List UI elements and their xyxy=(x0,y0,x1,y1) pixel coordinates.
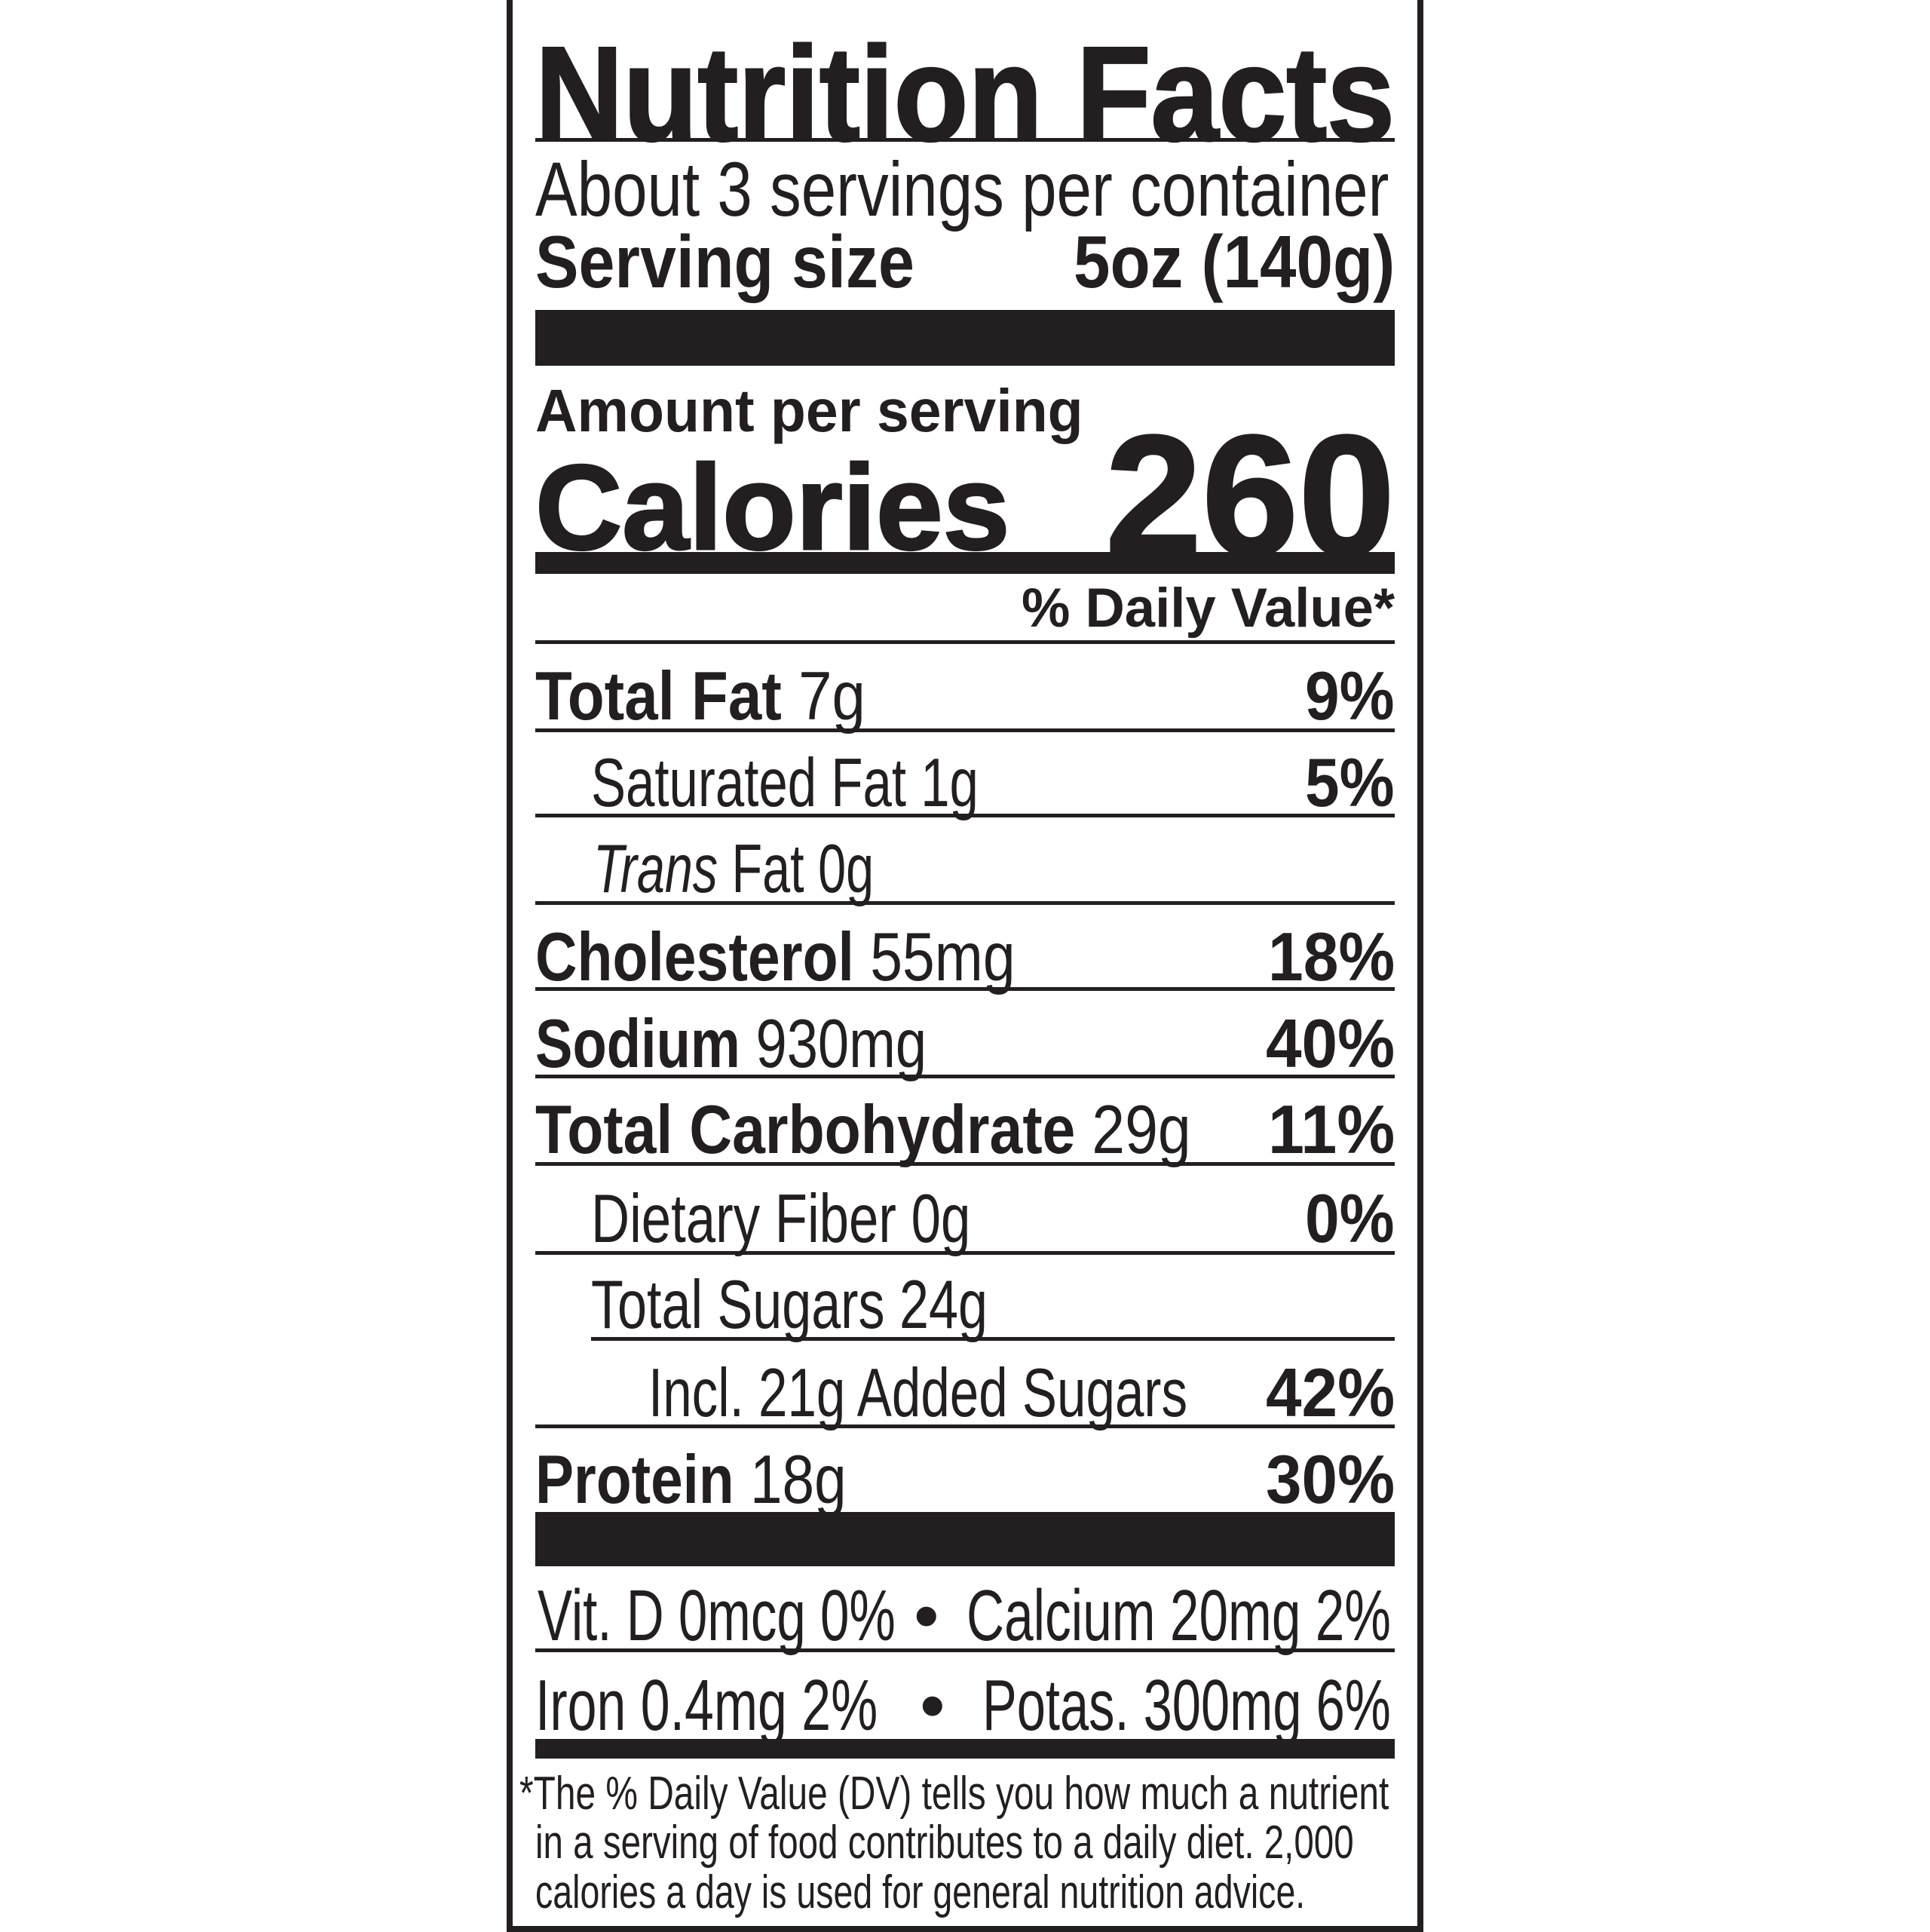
nutrient-amount: 0g xyxy=(818,831,875,907)
divider xyxy=(535,901,1395,905)
nutrient-name: Trans xyxy=(593,831,718,907)
nutrient-name: Total Fat xyxy=(535,658,782,734)
divider xyxy=(535,814,1395,817)
nutrient-total-carbohydrate: Total Carbohydrate 29g xyxy=(535,1096,1191,1164)
vitamin-d: Vit. D 0mcg 0% xyxy=(538,1575,896,1656)
nutrient-amount: 18g xyxy=(749,1442,847,1518)
potassium: Potas. 300mg 6% xyxy=(982,1665,1391,1746)
nutrition-label-border xyxy=(507,0,1423,1932)
nutrient-trans-fat: Trans Fat 0g xyxy=(593,835,874,903)
separator-bullet: • xyxy=(920,1665,945,1746)
divider xyxy=(535,1648,1395,1652)
nutrient-name: Total Sugars xyxy=(591,1267,885,1343)
thick-divider xyxy=(535,1512,1395,1566)
dv-sodium: 40% xyxy=(1265,1006,1395,1082)
separator-bullet: • xyxy=(914,1575,939,1656)
medium-divider xyxy=(535,1739,1395,1759)
divider xyxy=(535,1424,1395,1428)
dv-total-carbohydrate: 11% xyxy=(1267,1092,1395,1168)
footnote-line-1: *The % Daily Value (DV) tells you how mu… xyxy=(519,1768,1389,1820)
dv-cholesterol: 18% xyxy=(1267,919,1395,995)
title-divider xyxy=(535,138,1395,142)
divider xyxy=(535,987,1395,991)
nutrient-total-fat: Total Fat 7g xyxy=(535,662,865,731)
nutrient-total-sugars: Total Sugars 24g xyxy=(591,1271,988,1339)
nutrient-name-suffix: Fat xyxy=(731,831,804,907)
dv-saturated-fat: 5% xyxy=(1305,745,1395,821)
nutrient-amount: 24g xyxy=(899,1267,988,1343)
footnote-line-3: calories a day is used for general nutri… xyxy=(535,1866,1306,1918)
dv-total-fat: 9% xyxy=(1305,658,1395,734)
divider xyxy=(535,1075,1395,1078)
nutrient-sodium: Sodium 930mg xyxy=(535,1010,927,1078)
servings-per-container: About 3 servings per container xyxy=(535,146,1389,232)
nutrient-dietary-fiber: Dietary Fiber 0g xyxy=(591,1185,970,1253)
medium-divider xyxy=(535,552,1395,574)
dv-added-sugars: 42% xyxy=(1265,1355,1395,1431)
nutrient-amount: 1g xyxy=(921,745,979,821)
nutrient-name: Sodium xyxy=(535,1006,740,1082)
nutrient-name: Total Carbohydrate xyxy=(535,1092,1076,1168)
nutrient-name: Saturated Fat xyxy=(591,745,907,821)
calcium: Calcium 20mg 2% xyxy=(967,1575,1391,1656)
nutrient-name: Dietary Fiber xyxy=(591,1181,896,1257)
divider xyxy=(535,1251,1395,1255)
serving-size-value: 5oz (140g) xyxy=(1073,220,1395,303)
nutrient-cholesterol: Cholesterol 55mg xyxy=(535,923,1016,992)
nutrient-saturated-fat: Saturated Fat 1g xyxy=(591,749,979,817)
footnote-line-2: in a serving of food contributes to a da… xyxy=(535,1817,1354,1869)
nutrient-protein: Protein 18g xyxy=(535,1446,847,1514)
nutrient-amount: 7g xyxy=(798,658,865,734)
amount-per-serving: Amount per serving xyxy=(535,377,1083,444)
dv-dietary-fiber: 0% xyxy=(1305,1181,1395,1257)
divider xyxy=(535,1162,1395,1166)
divider xyxy=(535,728,1395,732)
nutrient-amount: 930mg xyxy=(755,1006,927,1082)
calories-label: Calories xyxy=(535,440,1011,575)
serving-size-label: Serving size xyxy=(535,220,914,303)
nutrient-amount: 0g xyxy=(911,1181,971,1257)
nutrient-name: Protein xyxy=(535,1442,734,1518)
nutrient-name: Cholesterol xyxy=(535,919,854,995)
divider xyxy=(535,640,1395,644)
iron: Iron 0.4mg 2% xyxy=(535,1665,878,1746)
dv-protein: 30% xyxy=(1265,1442,1395,1518)
thick-divider xyxy=(535,310,1395,366)
nutrient-added-sugars: Incl. 21g Added Sugars xyxy=(648,1355,1188,1431)
divider xyxy=(591,1337,1395,1341)
nutrient-amount: 55mg xyxy=(870,919,1016,995)
daily-value-header: % Daily Value* xyxy=(1021,578,1395,639)
nutrient-amount: 29g xyxy=(1092,1092,1191,1168)
